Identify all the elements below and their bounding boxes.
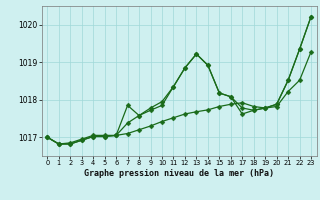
X-axis label: Graphe pression niveau de la mer (hPa): Graphe pression niveau de la mer (hPa) bbox=[84, 169, 274, 178]
